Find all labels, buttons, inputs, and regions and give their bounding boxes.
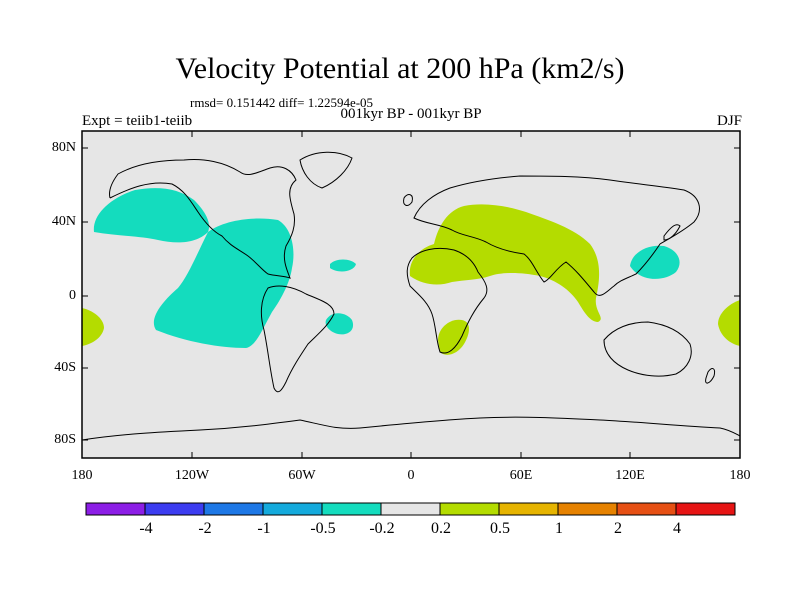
axis-ticks xyxy=(82,131,740,458)
colorbar-swatch xyxy=(675,502,736,516)
new-zealand-coastline xyxy=(705,368,715,384)
north-america-coastline xyxy=(109,159,297,279)
lon-label-180-east: 180 xyxy=(729,468,751,483)
colorbar-swatch xyxy=(262,502,323,516)
map-title: Velocity Potential at 200 hPa (km2/s) xyxy=(175,52,625,85)
colorbar-label: 1 xyxy=(555,520,563,537)
lat-label-40s: 40S xyxy=(54,360,76,375)
eurasia-coastline xyxy=(413,175,700,296)
colorbar-label: -0.5 xyxy=(310,520,336,537)
lon-label-180-west: 180 xyxy=(71,468,93,483)
lon-label-120w: 120W xyxy=(174,468,210,483)
south-atlantic-negative-region xyxy=(325,313,354,335)
lat-label-80s: 80S xyxy=(54,432,76,447)
experiment-label: Expt = teiib1-teiib xyxy=(82,113,193,129)
south-america-coastline xyxy=(260,285,335,393)
central-atlantic-negative-region xyxy=(330,259,356,272)
colorbar-swatch xyxy=(498,502,559,516)
colorbar-swatch xyxy=(380,502,441,516)
colorbar-swatch xyxy=(85,502,146,516)
rmsd-diff-stats: rmsd= 0.151442 diff= 1.22594e-05 xyxy=(190,95,374,110)
colorbar-swatch xyxy=(616,502,677,516)
colorbar-swatch xyxy=(321,502,382,516)
lon-label-60w: 60W xyxy=(288,468,316,483)
lon-label-120e: 120E xyxy=(615,468,645,483)
lat-label-0: 0 xyxy=(69,288,76,303)
australia-coastline xyxy=(603,321,692,377)
antarctica-coastline xyxy=(81,416,741,441)
southern-africa-positive-region xyxy=(438,319,469,355)
coastlines xyxy=(81,151,741,441)
colorbar-label: 0.5 xyxy=(490,520,510,537)
colorbar-label: -0.2 xyxy=(369,520,395,537)
positive-anomaly-regions xyxy=(82,204,740,355)
colorbar-label: -2 xyxy=(198,520,212,537)
east-pacific-americas-negative-region xyxy=(153,218,294,348)
colorbar-swatch xyxy=(557,502,618,516)
north-pacific-negative-region xyxy=(93,188,210,243)
negative-anomaly-regions xyxy=(93,188,680,348)
colorbar xyxy=(85,502,736,516)
uk-coastline xyxy=(403,194,413,206)
period-label: 001kyr BP - 001kyr BP xyxy=(340,106,482,122)
colorbar-swatch xyxy=(203,502,264,516)
lat-label-40n: 40N xyxy=(51,214,76,229)
season-label: DJF xyxy=(716,113,742,129)
colorbar-swatch xyxy=(439,502,500,516)
greenland-coastline xyxy=(299,151,353,189)
lon-label-0: 0 xyxy=(407,468,415,483)
japan-coastline xyxy=(663,224,681,241)
east-edge-positive-region xyxy=(718,300,740,346)
lon-label-60e: 60E xyxy=(509,468,533,483)
west-pacific-negative-region xyxy=(630,245,680,279)
colorbar-label: -4 xyxy=(139,520,153,537)
colorbar-label: 4 xyxy=(673,520,681,537)
colorbar-swatch xyxy=(144,502,205,516)
africa-asia-positive-region xyxy=(409,204,601,322)
lat-label-80n: 80N xyxy=(51,140,76,155)
colorbar-label: 2 xyxy=(614,520,622,537)
colorbar-label: 0.2 xyxy=(431,520,451,537)
colorbar-label: -1 xyxy=(257,520,271,537)
west-edge-positive-region xyxy=(82,308,104,346)
africa-coastline xyxy=(406,247,488,354)
